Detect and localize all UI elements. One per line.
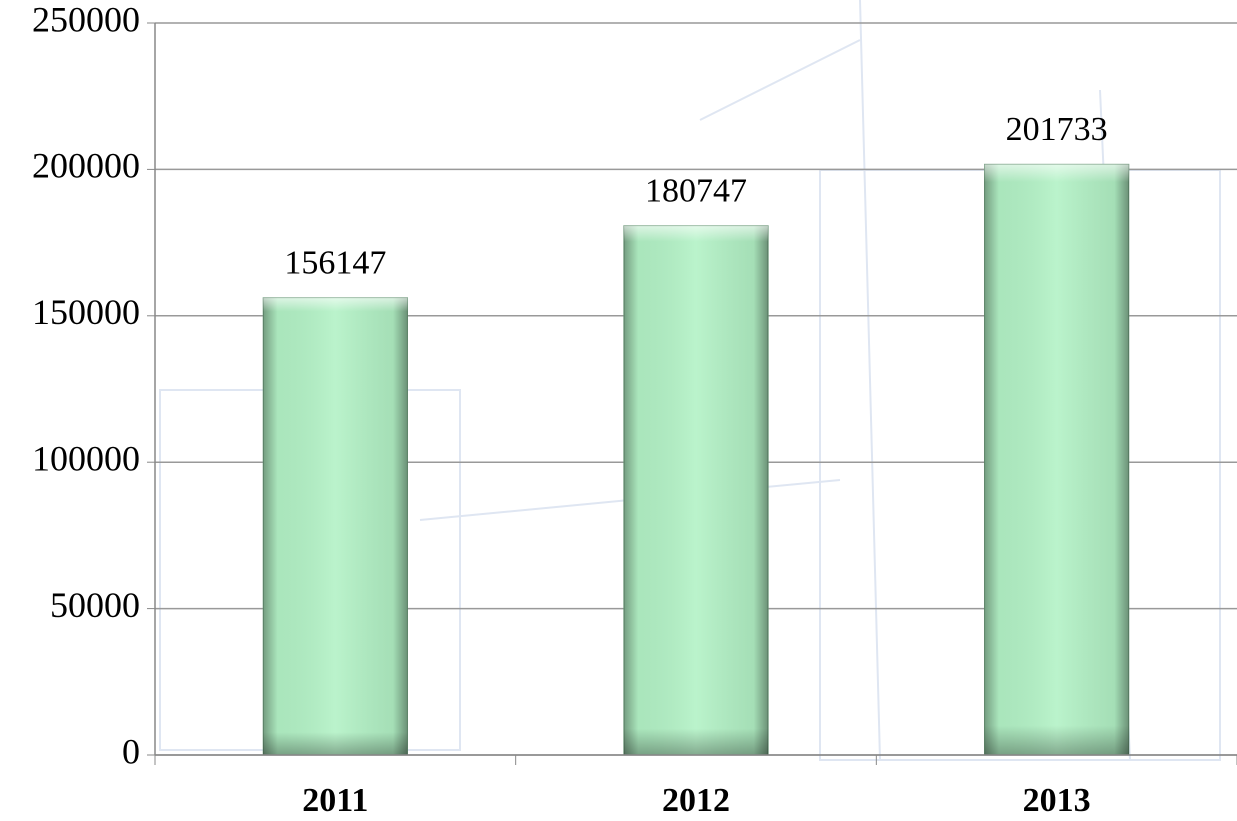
y-tick-label: 100000	[32, 438, 140, 478]
bar-bevel	[984, 164, 1129, 755]
bar-bevel	[263, 297, 408, 755]
x-tick-label: 2013	[1023, 782, 1091, 819]
x-tick-label: 2012	[662, 782, 730, 819]
y-tick-label: 0	[122, 731, 140, 771]
y-tick-label: 150000	[32, 292, 140, 332]
x-tick-label: 2011	[302, 782, 368, 819]
data-label: 156147	[284, 245, 386, 282]
y-tick-label: 200000	[32, 146, 140, 186]
data-label: 201733	[1006, 111, 1108, 148]
data-label: 180747	[645, 173, 747, 210]
y-tick-label: 50000	[50, 585, 140, 625]
bar-bevel	[623, 225, 769, 756]
y-tick-label: 250000	[32, 0, 140, 39]
